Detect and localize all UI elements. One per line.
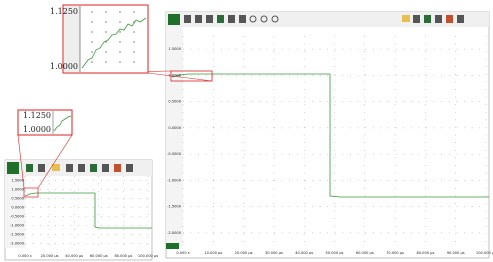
y-label: 1.5000 (11, 179, 24, 183)
x-label: 0.000 s (18, 254, 31, 258)
x-label: 90.000 µs (447, 251, 465, 255)
grid-dot (119, 41, 120, 42)
y-label: 1.0000 (11, 188, 24, 192)
y-label: 0.5000 (11, 197, 24, 201)
zoom-bottom-label: 1.0000 (23, 125, 51, 134)
grid-dot (133, 11, 134, 12)
x-label: 0.000 s (176, 251, 189, 255)
x-label: 80.000 µs (416, 251, 434, 255)
grid-dot (105, 61, 106, 62)
zoom-top-label: 1.1250 (50, 7, 78, 16)
toolbar-button[interactable] (7, 162, 19, 174)
y-label: 1.0000 (168, 73, 181, 77)
grid-dot (91, 61, 92, 62)
x-label: 50.000 µs (326, 251, 344, 255)
scale-marker (166, 243, 179, 249)
y-label: -0.5000 (10, 215, 25, 219)
screenshot: 1.1250 1.0000 1.1250 1.0000 1.5000 1.0000… (0, 0, 493, 262)
x-label: 70.000 µs (386, 251, 404, 255)
x-label: 60.000 µs (90, 254, 108, 258)
x-label: 60.000 µs (356, 251, 374, 255)
y-label: -1.0000 (10, 224, 25, 228)
x-label: 10.000 µs (204, 251, 222, 255)
grid-dot (91, 41, 92, 42)
grid-dot (91, 11, 92, 12)
grid-dot (91, 51, 92, 52)
y-label: -1.0000 (167, 178, 182, 182)
y-label: -2.0000 (10, 242, 25, 246)
y-label: 0.5000 (168, 100, 181, 104)
x-label: 80.000 µs (114, 254, 132, 258)
x-label: 30.000 µs (265, 251, 283, 255)
x-label: 100.000 µs (476, 251, 493, 255)
grid-dot (105, 21, 106, 22)
grid-dot (91, 31, 92, 32)
y-label-column (166, 27, 183, 246)
y-label: -1.5000 (167, 205, 182, 209)
zoom-bottom-label: 1.0000 (50, 62, 78, 71)
toolbar-button[interactable] (168, 14, 180, 25)
grid-dot (119, 11, 120, 12)
grid-dot (105, 51, 106, 52)
grid-dot (119, 21, 120, 22)
zoom-top-label: 1.1250 (23, 111, 51, 120)
grid-dot (133, 41, 134, 42)
y-label: 0.0000 (11, 206, 24, 210)
y-label: 1.5000 (168, 47, 181, 51)
grid-dot (105, 31, 106, 32)
y-label: 0.0000 (168, 126, 181, 130)
x-label: 40.000 µs (295, 251, 313, 255)
y-label: -0.5000 (167, 152, 182, 156)
grid-dot (133, 31, 134, 32)
grid-dot (119, 61, 120, 62)
x-label: 20.000 µs (235, 251, 253, 255)
grid-dot (119, 51, 120, 52)
page: {"main_panel": {"y_labels": ["1.5000", "… (0, 0, 493, 262)
y-label: -1.5000 (10, 233, 25, 237)
grid-dot (133, 51, 134, 52)
grid-dot (119, 31, 120, 32)
grid-dot (105, 11, 106, 12)
y-label: -2.0000 (167, 231, 182, 235)
grid-dot (91, 21, 92, 22)
toolbar-icons (26, 164, 133, 172)
x-label: 20.000 µs (41, 254, 59, 258)
x-label: 40.000 µs (65, 254, 83, 258)
grid-dot (133, 61, 134, 62)
x-label: 100.000 µs (138, 254, 158, 258)
